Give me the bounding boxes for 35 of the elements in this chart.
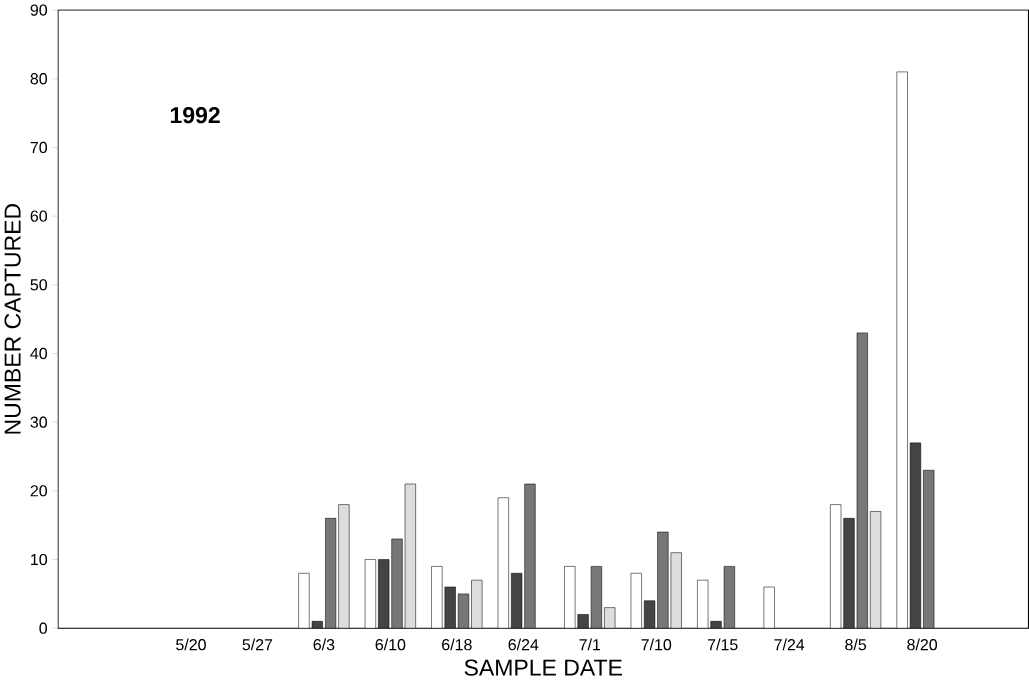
x-tick-label: 5/20: [176, 638, 206, 651]
y-tick-label: 80: [30, 73, 48, 85]
y-tick-label: 0: [39, 622, 48, 634]
annotation: 1992: [170, 106, 220, 124]
x-tick-label: 6/10: [375, 638, 406, 651]
bar: [391, 538, 403, 629]
y-tick-label: 20: [30, 485, 48, 497]
x-tick-label: 6/24: [508, 638, 539, 651]
x-tick-label: 7/24: [774, 638, 805, 651]
bar: [364, 559, 376, 629]
y-tick-label: 10: [31, 553, 48, 566]
x-tick-label: 5/27: [242, 638, 273, 651]
bar: [298, 572, 310, 629]
bar: [630, 572, 642, 629]
y-tick-label: 50: [30, 279, 48, 291]
y-tick-label: 40: [30, 347, 48, 360]
x-tick-label: 6/3: [313, 638, 335, 651]
x-tick-label: 8/20: [907, 638, 938, 651]
bar: [338, 504, 350, 629]
y-tick-label: 60: [30, 210, 48, 222]
bar: [524, 483, 536, 629]
x-tick-label: 7/1: [579, 638, 601, 651]
x-axis-title: SAMPLE DATE: [464, 659, 622, 676]
y-tick-label: 90: [30, 4, 48, 16]
x-tick-label: 7/10: [641, 638, 672, 651]
y-axis-title: NUMBER CAPTURED: [4, 203, 21, 434]
bar: [657, 531, 669, 629]
y-tick-label: 30: [30, 416, 48, 428]
x-tick-label: 6/18: [442, 638, 472, 651]
bar: [763, 586, 775, 629]
x-tick-label: 7/15: [707, 638, 738, 651]
y-tick-label: 70: [30, 141, 48, 153]
x-tick-label: 8/5: [845, 638, 867, 651]
bar: [311, 620, 323, 629]
bar: [497, 497, 509, 629]
